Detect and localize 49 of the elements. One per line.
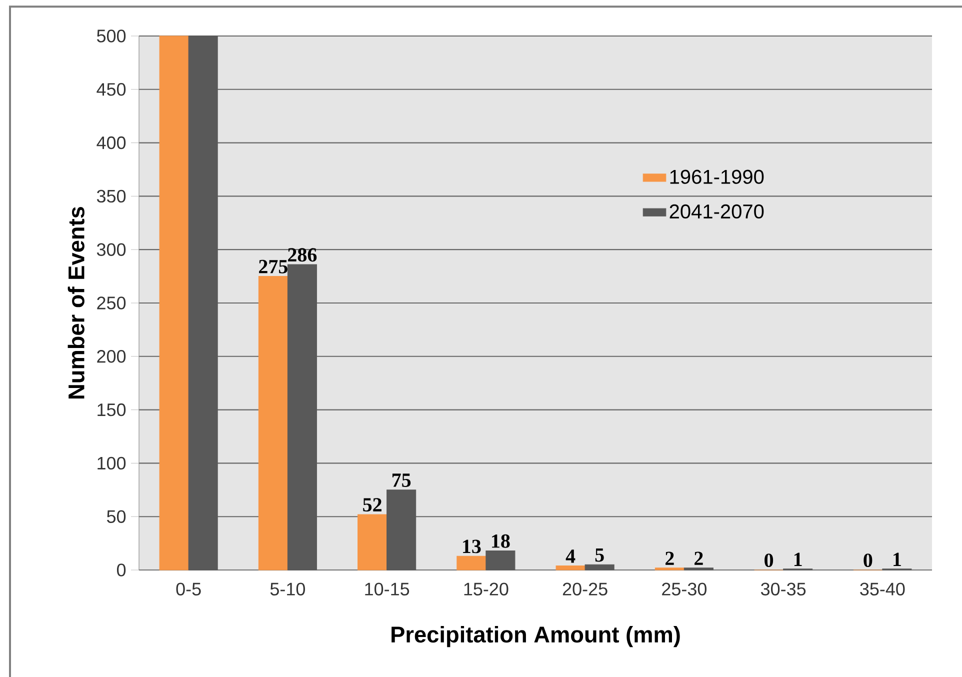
x-axis-title: Precipitation Amount (mm) xyxy=(392,626,680,648)
bar xyxy=(486,550,516,570)
y-tick-label: 150 xyxy=(98,403,126,416)
legend-label: 2041-2070 xyxy=(670,204,764,219)
data-label: 1 xyxy=(794,552,802,566)
data-label: 0 xyxy=(864,554,872,568)
y-tick-label: 300 xyxy=(96,243,126,256)
y-tick-label: 0 xyxy=(116,564,126,576)
x-tick-label: 5-10 xyxy=(270,582,305,596)
bar xyxy=(386,490,416,570)
y-tick-label: 500 xyxy=(96,30,126,42)
data-label: 52 xyxy=(363,498,382,512)
data-label: 4 xyxy=(566,550,576,563)
y-tick-label: 50 xyxy=(106,510,126,523)
bar xyxy=(188,36,218,570)
x-tick-label: 15-20 xyxy=(464,582,508,596)
x-tick-label: 20-25 xyxy=(562,582,608,596)
x-tick-label: 25-30 xyxy=(662,582,706,596)
data-label: 275 xyxy=(259,260,288,274)
x-tick-label: 10-15 xyxy=(365,582,410,596)
bar xyxy=(584,564,614,570)
bar xyxy=(654,568,684,570)
x-tick-label: 0-5 xyxy=(176,582,201,596)
bar xyxy=(456,556,486,570)
data-label: 13 xyxy=(463,540,481,554)
data-label: 2 xyxy=(666,552,674,565)
y-tick-label: 400 xyxy=(96,136,126,150)
y-tick-label: 100 xyxy=(98,456,126,470)
bar xyxy=(287,264,317,570)
bar xyxy=(358,514,388,570)
data-label: 1 xyxy=(894,552,901,566)
y-tick-label: 200 xyxy=(97,350,126,363)
x-tick-label: 30-35 xyxy=(760,582,806,596)
legend-label: 1961-1990 xyxy=(670,170,764,184)
bar xyxy=(556,565,586,570)
bar xyxy=(258,276,288,570)
data-label: 5 xyxy=(595,548,604,562)
y-axis-title: Number of Events xyxy=(68,206,84,398)
data-label: 18 xyxy=(492,534,510,548)
data-label: 0 xyxy=(764,554,774,568)
data-label: 2 xyxy=(694,552,703,565)
x-tick-label: 35-40 xyxy=(860,582,905,596)
bar xyxy=(684,568,714,570)
y-tick-label: 250 xyxy=(97,296,126,310)
data-label: 286 xyxy=(288,248,317,262)
bar xyxy=(159,36,189,570)
data-label: 75 xyxy=(392,474,411,487)
y-tick-label: 450 xyxy=(96,83,126,96)
y-tick-label: 350 xyxy=(96,190,126,203)
